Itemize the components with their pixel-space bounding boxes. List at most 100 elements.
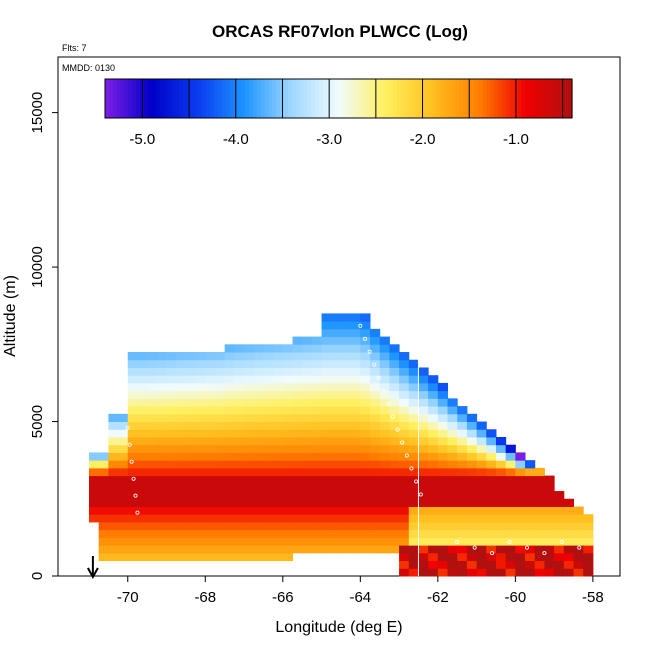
- colorbar-swatch: [237, 79, 242, 118]
- heatmap-cell: [185, 491, 197, 500]
- heatmap-cell: [583, 545, 594, 554]
- heatmap-cell: [263, 498, 274, 507]
- heatmap-cell: [282, 467, 293, 477]
- colorbar-swatch: [210, 79, 215, 118]
- heatmap-cell: [370, 429, 381, 438]
- heatmap-cell: [292, 537, 303, 546]
- heatmap-cell: [495, 521, 507, 531]
- heatmap-cell: [244, 406, 255, 415]
- heatmap-cell: [127, 382, 138, 392]
- heatmap-cell: [98, 491, 109, 500]
- heatmap-cell: [166, 537, 177, 546]
- heatmap-cell: [156, 421, 168, 430]
- heatmap-cell: [273, 521, 284, 531]
- heatmap-cell: [544, 552, 555, 562]
- heatmap-cell: [476, 491, 487, 500]
- heatmap-cell: [408, 444, 419, 453]
- heatmap-cell: [273, 483, 284, 492]
- heatmap-cell: [370, 475, 381, 484]
- heatmap-cell: [408, 475, 419, 484]
- heatmap-cell: [127, 460, 138, 469]
- heatmap-cell: [515, 521, 526, 531]
- heatmap-cell: [457, 506, 468, 515]
- colorbar-swatch: [175, 79, 180, 118]
- heatmap-cell: [166, 552, 177, 562]
- x-axis: -70 -68 -66 -64 -62 -60 -58: [117, 576, 604, 606]
- heatmap-cell: [408, 568, 419, 577]
- heatmap-cell: [224, 452, 235, 461]
- colorbar-swatch: [268, 79, 273, 118]
- heatmap-cell: [292, 529, 303, 538]
- track-point: [386, 401, 391, 406]
- plot-frame: [57, 56, 621, 577]
- heatmap-cell: [389, 344, 400, 353]
- heatmap-cell: [408, 382, 419, 392]
- heatmap-cell: [311, 421, 323, 430]
- heatmap-cell: [108, 483, 119, 492]
- track-point: [133, 493, 138, 498]
- heatmap-cell: [253, 436, 264, 446]
- heatmap-cell: [273, 452, 284, 461]
- heatmap-cell: [263, 467, 274, 477]
- colorbar-swatch: [451, 79, 456, 118]
- heatmap-cell: [399, 452, 410, 461]
- heatmap-cell: [544, 498, 555, 507]
- colorbar-swatch: [424, 79, 429, 118]
- colorbar-swatch: [190, 79, 196, 118]
- heatmap-cell: [127, 436, 138, 446]
- heatmap-cell: [370, 529, 381, 538]
- colorbar-swatch: [556, 79, 561, 118]
- heatmap-cell: [98, 506, 109, 515]
- heatmap-cell: [195, 352, 206, 361]
- colorbar-swatch: [494, 79, 499, 118]
- heatmap-cell: [166, 406, 177, 415]
- colorbar-swatch: [202, 79, 207, 118]
- heatmap-cell: [282, 460, 293, 469]
- heatmap-cell: [244, 498, 255, 507]
- heatmap-cell: [408, 467, 419, 477]
- heatmap-cell: [544, 537, 555, 546]
- heatmap-cell: [563, 537, 574, 546]
- colorbar-swatch: [439, 79, 445, 118]
- heatmap-cell: [302, 367, 313, 376]
- heatmap-cell: [331, 421, 342, 430]
- heatmap-cell: [554, 514, 565, 523]
- heatmap-cell: [263, 382, 274, 392]
- heatmap-cell: [466, 568, 478, 577]
- heatmap-cell: [466, 498, 478, 507]
- colorbar-swatch: [509, 79, 515, 118]
- heatmap-cell: [166, 413, 177, 423]
- colorbar-tick-label: -2.0: [410, 131, 436, 148]
- heatmap-cell: [292, 444, 303, 453]
- heatmap-cell: [408, 413, 419, 423]
- heatmap-cell: [234, 483, 245, 492]
- heatmap-cell: [389, 352, 400, 361]
- heatmap-cell: [408, 390, 419, 399]
- y-tick-label: 5000: [29, 405, 46, 438]
- x-axis-label: Longitude (deg E): [275, 619, 402, 636]
- heatmap-cell: [360, 429, 371, 438]
- heatmap-cell: [156, 375, 168, 384]
- heatmap-cell: [137, 375, 148, 384]
- heatmap-cell: [428, 444, 439, 453]
- heatmap-cell: [263, 537, 274, 546]
- heatmap-cell: [321, 359, 332, 368]
- heatmap-cell: [389, 406, 400, 415]
- heatmap-cell: [263, 390, 274, 399]
- heatmap-cell: [379, 498, 390, 507]
- heatmap-cell: [408, 429, 419, 438]
- heatmap-cell: [224, 398, 235, 407]
- heatmap-cell: [476, 521, 487, 531]
- heatmap-cell: [292, 545, 303, 554]
- heatmap-cell: [321, 344, 332, 353]
- heatmap-cell: [108, 491, 119, 500]
- heatmap-cell: [437, 475, 449, 484]
- heatmap-cell: [127, 352, 138, 361]
- heatmap-cell: [292, 514, 303, 523]
- heatmap-cell: [476, 552, 487, 562]
- heatmap-cell: [534, 491, 545, 500]
- track-point: [559, 540, 564, 545]
- track-point: [400, 440, 405, 445]
- heatmap-cell: [156, 444, 168, 453]
